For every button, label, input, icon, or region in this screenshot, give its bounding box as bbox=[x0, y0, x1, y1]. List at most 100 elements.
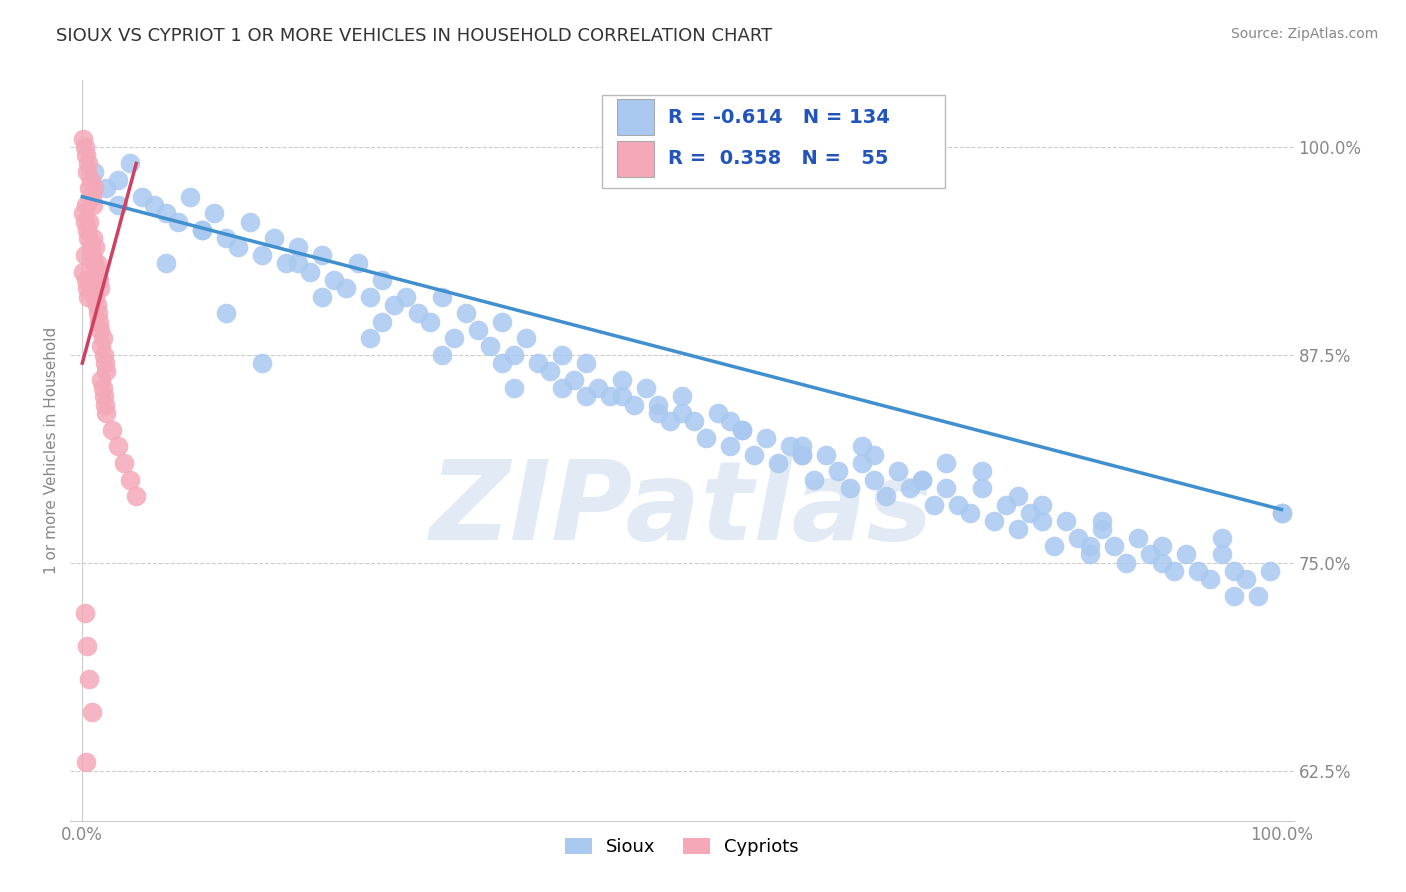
Point bbox=[935, 481, 957, 495]
Point bbox=[911, 473, 934, 487]
Point bbox=[718, 414, 741, 428]
Point bbox=[79, 181, 101, 195]
Point bbox=[983, 514, 1005, 528]
Point bbox=[226, 240, 249, 254]
Point bbox=[671, 406, 693, 420]
Point bbox=[406, 306, 429, 320]
Point bbox=[77, 231, 100, 245]
Point bbox=[742, 448, 765, 462]
Point bbox=[179, 190, 201, 204]
Point bbox=[77, 289, 100, 303]
Point bbox=[1078, 548, 1101, 562]
Point bbox=[79, 240, 101, 254]
Point bbox=[790, 439, 813, 453]
Point bbox=[90, 373, 112, 387]
Point bbox=[1258, 564, 1281, 578]
Point bbox=[443, 331, 465, 345]
Point bbox=[359, 331, 381, 345]
Point bbox=[1163, 564, 1185, 578]
Point bbox=[90, 339, 112, 353]
Point bbox=[76, 223, 98, 237]
Point bbox=[1018, 506, 1040, 520]
Point bbox=[72, 206, 94, 220]
Point bbox=[93, 389, 115, 403]
Point bbox=[395, 289, 418, 303]
Point bbox=[215, 231, 238, 245]
Point bbox=[72, 264, 94, 278]
Point bbox=[515, 331, 537, 345]
Text: Source: ZipAtlas.com: Source: ZipAtlas.com bbox=[1230, 27, 1378, 41]
Point bbox=[527, 356, 550, 370]
Point bbox=[75, 273, 97, 287]
Point bbox=[790, 448, 813, 462]
Point bbox=[851, 456, 873, 470]
Point bbox=[143, 198, 166, 212]
Point bbox=[311, 289, 333, 303]
Point bbox=[683, 414, 706, 428]
Point bbox=[107, 198, 129, 212]
Point bbox=[1211, 548, 1233, 562]
Point bbox=[77, 156, 100, 170]
Point bbox=[73, 215, 96, 229]
Point bbox=[101, 423, 124, 437]
FancyBboxPatch shape bbox=[617, 141, 654, 177]
Point bbox=[89, 281, 111, 295]
Point bbox=[755, 431, 778, 445]
Point bbox=[766, 456, 789, 470]
Point bbox=[335, 281, 357, 295]
Point bbox=[718, 439, 741, 453]
Point bbox=[562, 373, 585, 387]
Point bbox=[1054, 514, 1077, 528]
Point bbox=[1031, 514, 1053, 528]
FancyBboxPatch shape bbox=[617, 99, 654, 135]
Point bbox=[82, 231, 104, 245]
Point bbox=[89, 323, 111, 337]
Point bbox=[467, 323, 489, 337]
Point bbox=[1139, 548, 1161, 562]
Point bbox=[1007, 489, 1029, 503]
Point bbox=[887, 464, 910, 478]
FancyBboxPatch shape bbox=[602, 95, 945, 187]
Point bbox=[202, 206, 225, 220]
Point bbox=[83, 181, 105, 195]
Point bbox=[838, 481, 860, 495]
Point bbox=[430, 289, 453, 303]
Point bbox=[1091, 523, 1114, 537]
Point bbox=[87, 306, 110, 320]
Point bbox=[1007, 523, 1029, 537]
Point bbox=[76, 165, 98, 179]
Point bbox=[551, 381, 574, 395]
Point bbox=[107, 173, 129, 187]
Point bbox=[911, 473, 934, 487]
Point bbox=[191, 223, 214, 237]
Point bbox=[1198, 573, 1220, 587]
Point bbox=[371, 273, 394, 287]
Point bbox=[1246, 589, 1268, 603]
Point bbox=[610, 389, 633, 403]
Point bbox=[1102, 539, 1125, 553]
Text: R = -0.614   N = 134: R = -0.614 N = 134 bbox=[668, 108, 890, 127]
Point bbox=[827, 464, 849, 478]
Point bbox=[73, 606, 96, 620]
Point bbox=[96, 364, 118, 378]
Point bbox=[491, 356, 513, 370]
Point bbox=[875, 489, 897, 503]
Point bbox=[959, 506, 981, 520]
Point bbox=[419, 314, 441, 328]
Point bbox=[862, 448, 884, 462]
Point bbox=[575, 356, 598, 370]
Point bbox=[84, 289, 107, 303]
Point bbox=[73, 140, 96, 154]
Point bbox=[80, 706, 103, 720]
Point bbox=[82, 198, 104, 212]
Point bbox=[1066, 531, 1088, 545]
Point bbox=[276, 256, 298, 270]
Point bbox=[72, 131, 94, 145]
Point bbox=[382, 298, 405, 312]
Point bbox=[731, 423, 754, 437]
Point bbox=[1270, 506, 1292, 520]
Point bbox=[1222, 589, 1244, 603]
Point bbox=[707, 406, 730, 420]
Point bbox=[790, 448, 813, 462]
Point bbox=[1078, 539, 1101, 553]
